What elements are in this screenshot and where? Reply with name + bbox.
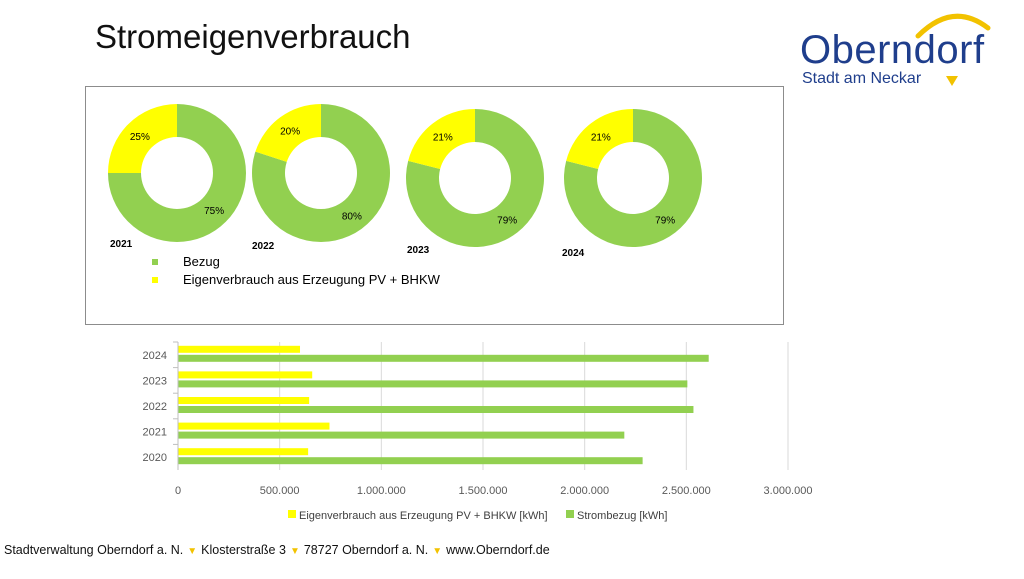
y-category-label: 2021 xyxy=(143,427,167,439)
donut-data-label: 20% xyxy=(280,127,300,138)
donut-slice-eigenverbrauch xyxy=(408,109,475,170)
bar-strombezug xyxy=(178,431,625,439)
y-category-label: 2022 xyxy=(143,401,167,413)
bar-eigenverbrauch xyxy=(178,371,313,379)
donut-chart-panel: 75% 25% 2021 80% 20% 2022 79% 21% 2023 79% 21% 2024… xyxy=(85,86,784,325)
logo-name: Oberndorf xyxy=(800,28,985,72)
x-tick-label: 500.000 xyxy=(260,485,300,497)
triangle-icon: ▼ xyxy=(289,546,300,557)
footer: Stadtverwaltung Oberndorf a. N. ▼ Klosters… xyxy=(4,543,550,557)
donut-slice-bezug xyxy=(405,109,544,248)
legend-swatch xyxy=(566,510,574,518)
donut-data-label: 75% xyxy=(204,206,224,217)
logo-subtitle: Stadt am Neckar xyxy=(802,70,922,87)
donut-year-label: 2023 xyxy=(407,245,430,256)
bar-strombezug xyxy=(178,457,643,465)
logo-sun-arc-icon xyxy=(915,13,991,86)
footer-street: Klosterstraße 3 xyxy=(201,543,286,557)
donut-slice-bezug xyxy=(564,109,702,248)
legend-label: Eigenverbrauch aus Erzeugung PV + BHKW [… xyxy=(299,510,548,522)
y-category-label: 2024 xyxy=(143,350,167,362)
donut-data-label: 79% xyxy=(655,215,675,226)
page-title: Stromeigenverbrauch xyxy=(95,18,411,55)
donut-data-label: 21% xyxy=(591,133,611,144)
legend-label: Eigenverbrauch aus Erzeugung PV + BHKW xyxy=(183,272,440,287)
donut-year-label: 2024 xyxy=(562,248,585,259)
footer-city: 78727 Oberndorf a. N. xyxy=(303,543,429,557)
x-tick-label: 0 xyxy=(175,485,181,497)
legend-label: Bezug xyxy=(183,254,220,269)
bar-eigenverbrauch xyxy=(178,345,300,353)
donut-data-label: 79% xyxy=(497,215,517,226)
x-tick-label: 3.000.000 xyxy=(764,485,813,497)
x-tick-label: 1.500.000 xyxy=(459,485,508,497)
legend-label: Strombezug [kWh] xyxy=(577,510,667,522)
donut-data-label: 80% xyxy=(342,211,362,222)
oberndorf-logo: Oberndorf Stadt am Neckar xyxy=(798,6,1008,87)
bar-eigenverbrauch xyxy=(178,422,330,430)
donut-slice-bezug xyxy=(252,104,390,242)
donut-slice-eigenverbrauch xyxy=(255,104,321,162)
donut-year-label: 2021 xyxy=(110,239,133,250)
bar-strombezug xyxy=(178,380,688,388)
legend-swatch-green xyxy=(152,259,158,265)
donut-data-label: 25% xyxy=(130,132,150,143)
donut-slice-bezug xyxy=(108,104,246,242)
bar-chart: 0 500.000 1.000.000 1.500.000 2.000.000 2.500… xyxy=(0,330,1024,530)
x-tick-label: 2.000.000 xyxy=(560,485,609,497)
triangle-icon: ▼ xyxy=(187,546,198,557)
bar-strombezug xyxy=(178,406,694,413)
y-category-label: 2023 xyxy=(143,375,167,387)
triangle-icon: ▼ xyxy=(432,546,443,557)
bar-chart-svg: 0 500.000 1.000.000 1.500.000 2.000.000 2.500… xyxy=(143,341,813,522)
legend-swatch-yellow xyxy=(152,277,158,283)
donut-data-label: 21% xyxy=(433,133,453,144)
bar-strombezug xyxy=(178,354,709,362)
x-tick-label: 1.000.000 xyxy=(357,485,406,497)
donut-year-label: 2022 xyxy=(252,241,275,252)
x-tick-label: 2.500.000 xyxy=(662,485,711,497)
donut-charts: 75% 25% 2021 80% 20% 2022 79% 21% 2023 79% 21% 2024 xyxy=(108,104,702,259)
donut-slice-eigenverbrauch xyxy=(108,104,177,173)
bar-eigenverbrauch xyxy=(178,397,310,404)
y-category-label: 2020 xyxy=(143,452,167,464)
footer-org: Stadtverwaltung Oberndorf a. N. xyxy=(4,543,184,557)
donut-slice-eigenverbrauch xyxy=(566,109,633,170)
footer-website[interactable]: www.Oberndorf.de xyxy=(446,543,550,557)
bar-eigenverbrauch xyxy=(178,448,309,456)
legend-swatch xyxy=(288,510,296,518)
